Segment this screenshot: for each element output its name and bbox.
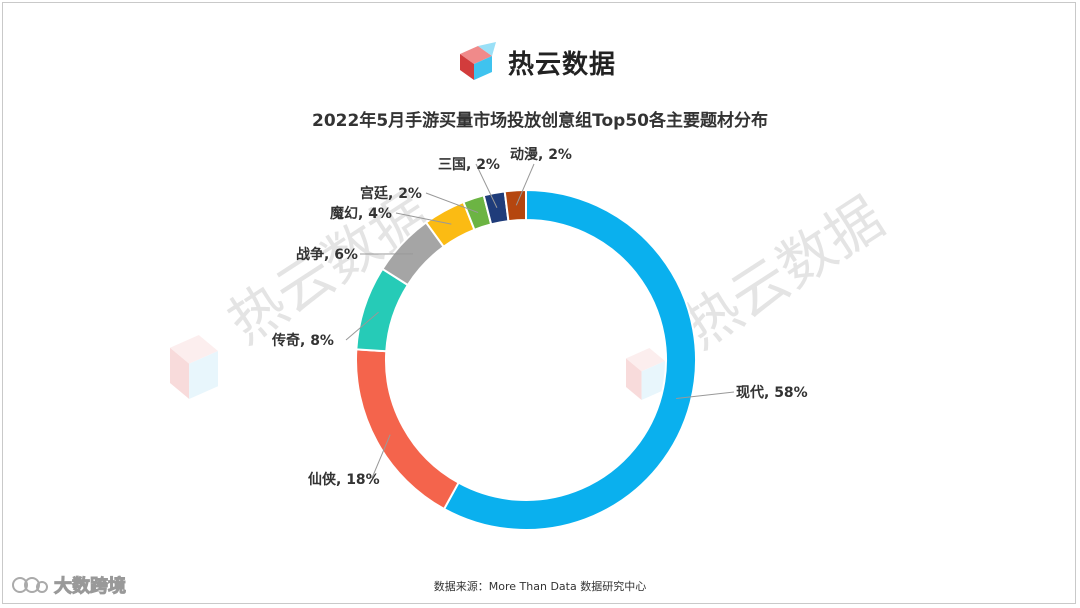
brand-name: 热云数据 [508, 49, 617, 80]
leader-line-6 [425, 192, 479, 214]
donut-slices [355, 188, 697, 531]
data-label-7: 三国, 2% [438, 157, 500, 173]
cube-logo-watermark-icon [626, 348, 665, 400]
data-label-4: 战争, 6% [296, 246, 358, 263]
leader-line-3 [345, 311, 379, 341]
slice-8 [503, 188, 527, 223]
data-labels: 现代, 58% 仙侠, 18% 传奇, 8% 战争, 6% 魔幻, 4% 宫廷, 2% 三国… [271, 146, 808, 488]
corner-watermark: 大数跨境 [10, 572, 127, 598]
watermark-text-right: 热云数据 [672, 185, 895, 362]
data-label-5: 魔幻, 4% [330, 205, 392, 222]
data-label-8: 动漫, 2% [510, 146, 572, 163]
leader-line-2 [371, 434, 391, 479]
chart-title: 2022年5月手游买量市场投放创意组Top50各主要题材分布 [312, 111, 768, 131]
data-source: 数据来源：More Than Data 数据研究中心 [433, 580, 647, 593]
cube-logo-icon [460, 42, 496, 80]
leader-line-7 [475, 163, 498, 208]
cube-logo-watermark-icon [170, 335, 218, 399]
slice-1 [442, 188, 697, 531]
data-label-6: 宫廷, 2% [360, 185, 422, 202]
brand-header: 热云数据 [456, 40, 616, 84]
corner-text: 大数跨境 [54, 576, 127, 598]
leader-line-1 [676, 391, 735, 400]
data-label-1: 现代, 58% [736, 384, 808, 401]
platform-logo-icon [12, 577, 48, 593]
leader-lines [345, 163, 735, 479]
data-label-3: 传奇, 8% [271, 332, 334, 349]
leader-line-5 [395, 212, 452, 225]
data-label-2: 仙侠, 18% [308, 471, 380, 488]
leader-line-8 [515, 163, 535, 206]
